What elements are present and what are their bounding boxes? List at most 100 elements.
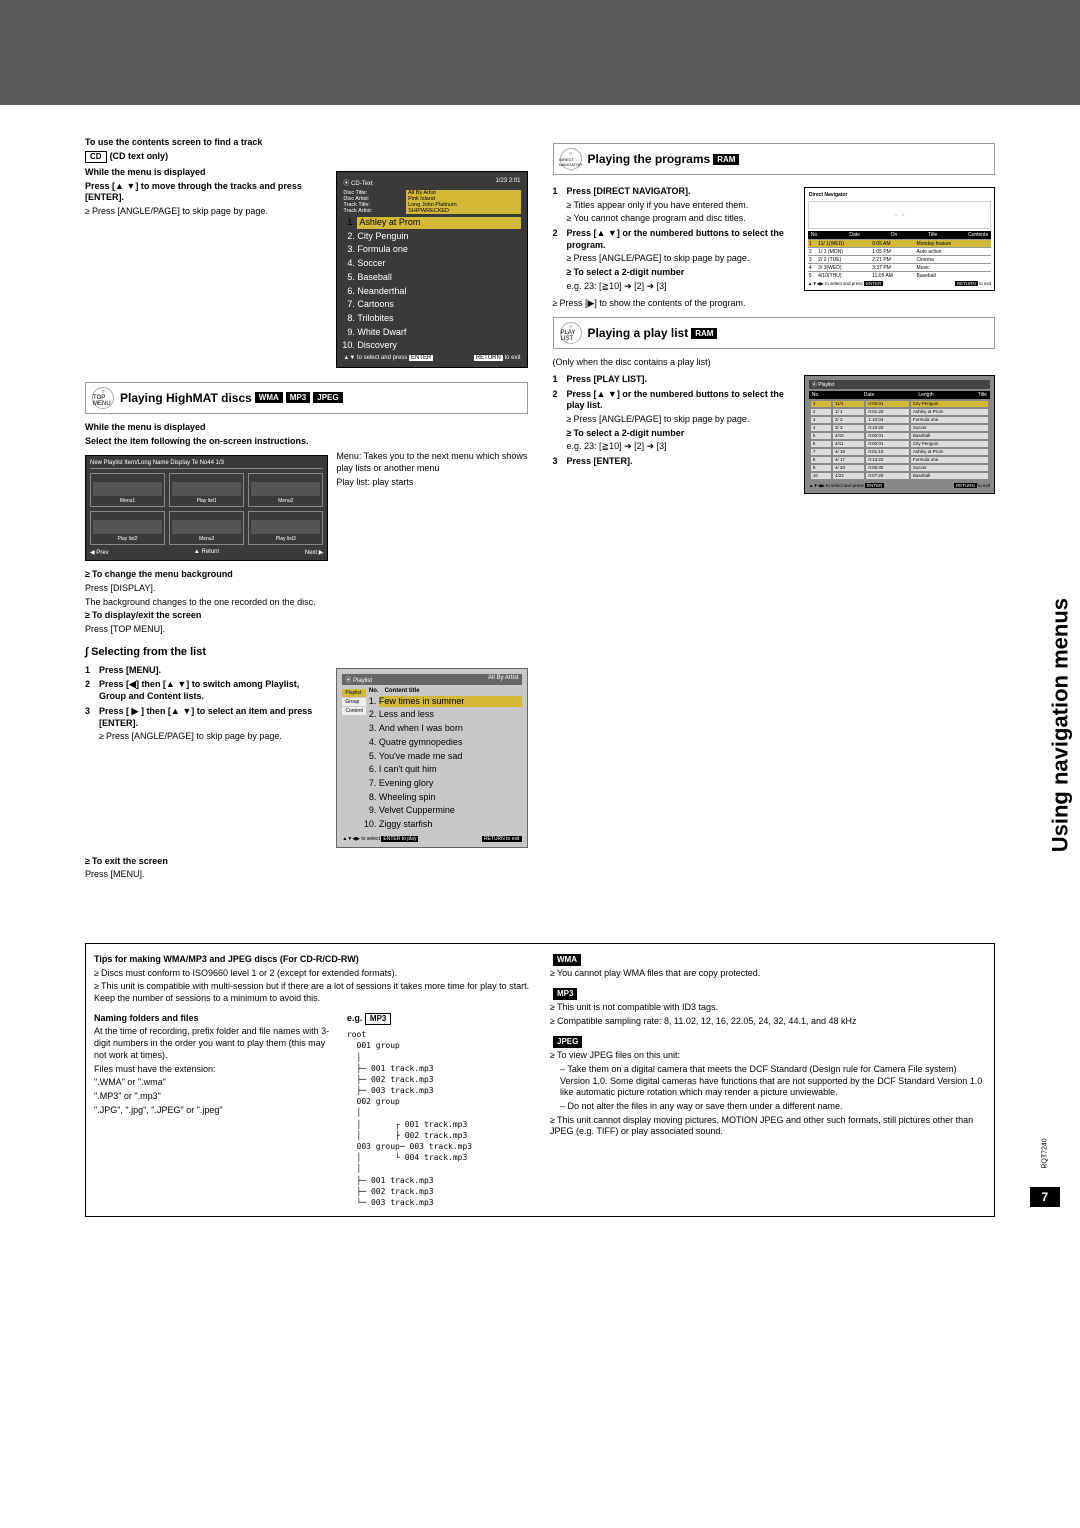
prog-title: Playing the programs <box>588 152 711 166</box>
cd-badge: CD <box>85 151 107 163</box>
top-menu-icon: ○TOP MENU <box>92 387 114 409</box>
s3n: Press [ANGLE/PAGE] to skip page by page. <box>99 731 328 743</box>
cd-track-list: Ashley at PromCity PenguinFormula oneSoc… <box>343 217 520 352</box>
h: Playlist <box>353 678 372 684</box>
s2: Press [◀] then [▲ ▼] to switch among Pla… <box>85 679 328 702</box>
b: MP3 <box>553 988 577 1000</box>
hm-de: To display/exit the screen <box>85 610 528 622</box>
pl2: Press [▲ ▼] or the numbered buttons to s… <box>567 389 784 411</box>
t: Take them on a digital camera that meets… <box>560 1064 982 1097</box>
header-band <box>0 0 1080 105</box>
f: ENTER to play <box>381 836 418 842</box>
c: Title <box>928 232 937 238</box>
hm-head: New Playlist Item/Long Name Display Te N… <box>90 460 323 469</box>
t: Press [DISPLAY]. <box>85 583 528 595</box>
b: WMA <box>553 954 581 966</box>
f: ▲▼◀▶ to select <box>342 836 380 842</box>
c: Date <box>864 392 875 398</box>
doc-code: RQT7240 <box>1041 1138 1048 1168</box>
egb: MP3 <box>365 1013 391 1025</box>
icon-label: TOP MENU <box>93 395 113 407</box>
hm-instr: Select the item following the on-screen … <box>85 436 528 448</box>
f: to exit <box>504 355 520 361</box>
pl-title: Playing a play list <box>588 326 689 340</box>
t: Press [ANGLE/PAGE] to skip page by page. <box>567 253 796 265</box>
c: On <box>891 232 898 238</box>
s3: Press [ ▶ ] then [▲ ▼] to select an item… <box>99 706 312 728</box>
t: Play list: play starts <box>336 477 527 489</box>
t: To select a 2-digit number <box>567 428 796 440</box>
t: Takes you to the next menu which shows p… <box>336 451 527 473</box>
b: JPEG <box>553 1036 582 1048</box>
t: Compatible sampling rate: 8, 11.02, 12, … <box>550 1016 986 1028</box>
badge-wma: WMA <box>255 392 283 403</box>
playlist-section: ○PLAY LIST Playing a play list RAM <box>553 317 996 349</box>
cd-badge-note: (CD text only) <box>110 151 169 161</box>
f: ▲ Return <box>194 549 220 556</box>
c: Date <box>849 232 860 238</box>
dn-title: Direct Navigator <box>808 191 991 199</box>
eg: e.g. <box>347 1013 363 1023</box>
c: Contents <box>968 232 988 238</box>
t: This unit is compatible with multi-sessi… <box>94 981 530 1004</box>
cd-instruction: Press [▲ ▼] to move through the tracks a… <box>85 181 328 204</box>
playlist-icon: ○PLAY LIST <box>560 322 582 344</box>
f: RETURN <box>955 281 978 286</box>
t: This unit is not compatible with ID3 tag… <box>550 1002 986 1014</box>
t: Files must have the extension: <box>94 1064 337 1076</box>
f: RETURN <box>474 355 503 361</box>
badge-ram: RAM <box>691 328 717 339</box>
f: ▲▼◀▶ to select and press <box>808 281 863 286</box>
t: Discs must conform to ISO9660 level 1 or… <box>94 968 530 980</box>
t: Press [TOP MENU]. <box>85 624 528 636</box>
cd-screen-pos: 1/23 2:01 <box>495 178 520 187</box>
f: ◀ Prev <box>90 549 109 556</box>
t: You cannot change program and disc title… <box>567 213 796 225</box>
t: Do not alter the files in any way or sav… <box>568 1101 843 1111</box>
cd-screen-header: CD-Text <box>351 181 373 187</box>
t: Press [▶] to show the contents of the pr… <box>553 298 996 310</box>
highmat-section: ○TOP MENU Playing HighMAT discs WMA MP3 … <box>85 382 528 414</box>
t: e.g. 23: [≧10] ➜ [2] ➜ [3] <box>567 281 796 293</box>
tips-box: Tips for making WMA/MP3 and JPEG discs (… <box>85 943 995 1217</box>
pl1: Press [PLAY LIST]. <box>553 374 796 386</box>
t: To select a 2-digit number <box>567 267 796 279</box>
playlist-screen: ⦿ Playlist All By Artist PlaylistGroupCo… <box>336 668 527 848</box>
badge-ram: RAM <box>713 154 739 165</box>
tips-h: Tips for making WMA/MP3 and JPEG discs (… <box>94 954 530 966</box>
exit-t: Press [MENU]. <box>85 869 528 881</box>
l: Menu: <box>336 451 361 461</box>
il: DIRECT NAVIGATOR <box>559 157 582 167</box>
direct-navigator-screen: Direct Navigator ☺ ☺ No. Date On Title C… <box>804 187 995 291</box>
p2: Press [▲ ▼] or the numbered buttons to s… <box>567 228 784 250</box>
t: This unit cannot display moving pictures… <box>550 1115 986 1138</box>
s1: Press [MENU]. <box>85 665 328 677</box>
f: ▲▼◀▶ to select and press <box>809 483 864 488</box>
f: RETURN <box>954 483 977 488</box>
t: You cannot play WMA files that are copy … <box>550 968 986 980</box>
side-heading: Using navigation menus <box>1047 598 1073 852</box>
f: ENTER <box>865 483 884 488</box>
f: ENTER <box>864 281 883 286</box>
f: RETURN to exit <box>482 836 522 842</box>
programs-section: ○DIRECT NAVIGATOR Playing the programs R… <box>553 143 996 175</box>
badge-mp3: MP3 <box>286 392 310 403</box>
c: Length <box>918 392 933 398</box>
cd-while-menu: While the menu is displayed <box>85 167 328 179</box>
hm-while: While the menu is displayed <box>85 422 528 434</box>
t: ".MP3" or ".mp3" <box>94 1091 337 1103</box>
t: Press [ANGLE/PAGE] to skip page by page. <box>567 414 796 426</box>
cd-text-screen: ⦿ CD-Text1/23 2:01 Disc Title:All By Art… <box>336 171 527 368</box>
pl-note: (Only when the disc contains a play list… <box>553 357 996 369</box>
h: All By Artist <box>488 675 518 684</box>
c: No. <box>369 688 379 694</box>
t: e.g. 23: [≧10] ➜ [2] ➜ [3] <box>567 441 796 453</box>
p1: Press [DIRECT NAVIGATOR]. <box>567 186 691 196</box>
direct-nav-icon: ○DIRECT NAVIGATOR <box>560 148 582 170</box>
pl3: Press [ENTER]. <box>553 456 796 468</box>
t: ".JPG", ".jpg", ".JPEG" or ".jpeg" <box>94 1105 337 1117</box>
hm-bg: To change the menu background <box>85 569 528 581</box>
h: Playlist <box>818 382 834 388</box>
f: to exit <box>978 483 990 488</box>
c: No. <box>811 232 819 238</box>
